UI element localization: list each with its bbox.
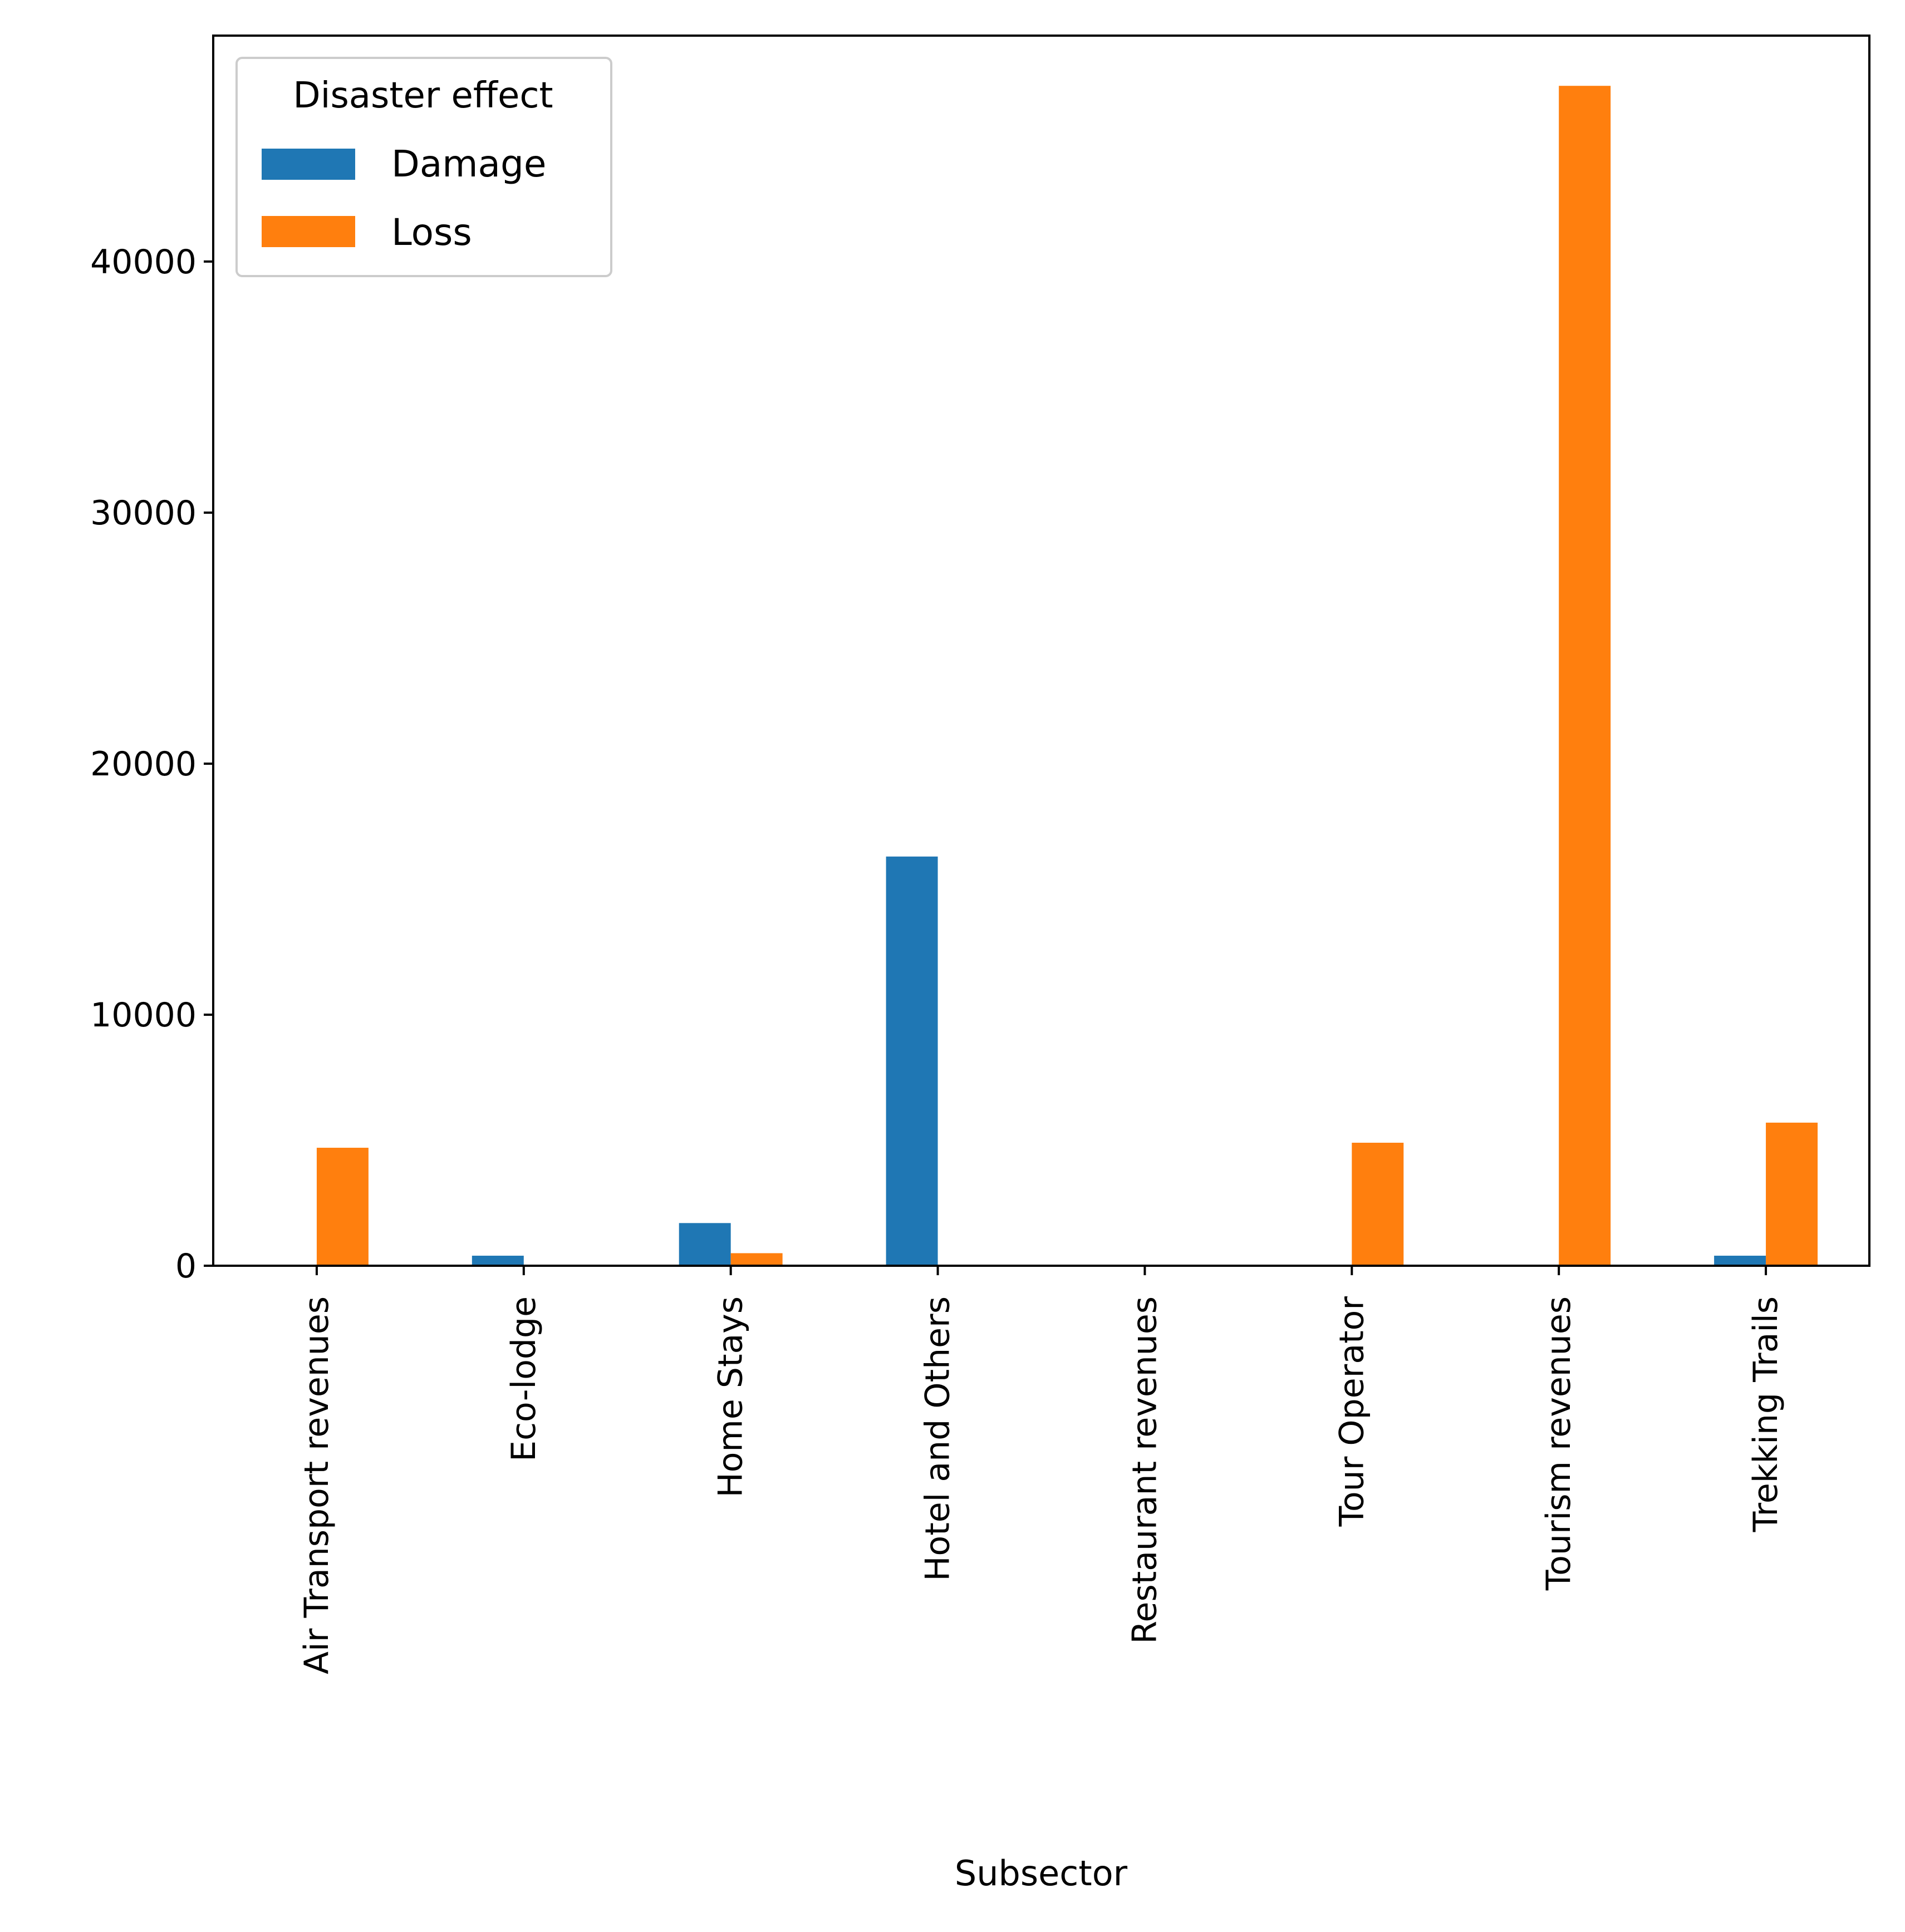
- bar-damage-eco-lodge: [472, 1255, 524, 1266]
- legend-swatch-damage: [262, 149, 355, 180]
- axes-frame: [212, 35, 1870, 1267]
- y-axis: 0 10000 20000 30000 40000: [90, 243, 213, 1286]
- y-tick-label: 30000: [90, 494, 197, 533]
- x-axis: Air Transport revenues Eco-lodge Home Stay…: [297, 1266, 1785, 1674]
- bar-loss-tour-operator: [1352, 1143, 1404, 1266]
- x-tick-label-trekking-trails: Trekking Trails: [1746, 1296, 1785, 1532]
- legend-title: Disaster effect: [293, 75, 553, 116]
- y-tick-label: 10000: [90, 996, 197, 1035]
- bar-loss-home-stays: [730, 1253, 783, 1266]
- x-tick-label-home-stays: Home Stays: [711, 1296, 750, 1497]
- y-tick-label: 20000: [90, 745, 197, 784]
- bar-damage-hotel-and-others: [886, 856, 938, 1266]
- bar-loss-air-transport-revenues: [316, 1148, 369, 1266]
- x-tick-label-hotel-and-others: Hotel and Others: [919, 1296, 958, 1581]
- x-tick-label-tourism-revenues: Tourism revenues: [1539, 1296, 1578, 1591]
- legend: Disaster effect Damage Loss: [235, 57, 612, 277]
- bar-damage-trekking-trails: [1714, 1255, 1766, 1266]
- y-tick-label: 40000: [90, 243, 197, 282]
- x-tick-label-restaurant-revenues: Restaurant revenues: [1125, 1296, 1164, 1644]
- bar-damage-home-stays: [679, 1223, 731, 1266]
- y-tick-label: 0: [175, 1247, 197, 1286]
- bar-loss-tourism-revenues: [1559, 86, 1611, 1266]
- x-tick-label-tour-operator: Tour Operator: [1332, 1296, 1371, 1527]
- legend-label-damage: Damage: [391, 142, 547, 185]
- legend-label-loss: Loss: [391, 211, 472, 254]
- x-tick-label-air-transport-revenues: Air Transport revenues: [297, 1296, 336, 1674]
- x-tick-label-eco-lodge: Eco-lodge: [504, 1296, 543, 1462]
- x-axis-title: Subsector: [955, 1853, 1128, 1894]
- bars-group: [316, 86, 1818, 1266]
- bar-loss-trekking-trails: [1766, 1122, 1818, 1266]
- legend-swatch-loss: [262, 216, 355, 247]
